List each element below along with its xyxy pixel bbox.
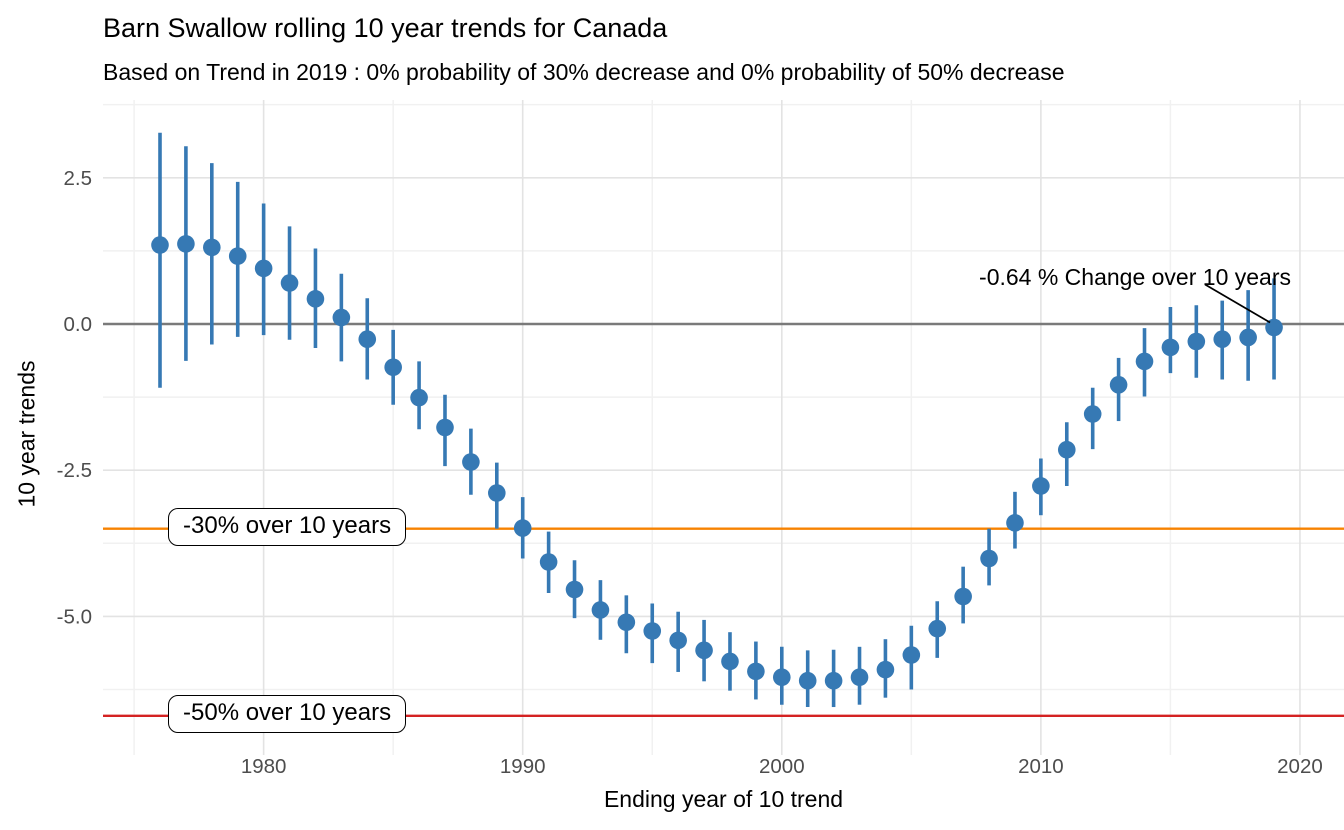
data-point-1991 [539,553,558,571]
ref-line-30-label: -30% over 10 years [168,507,407,546]
data-point-1981 [280,274,299,292]
x-tick-label-2020: 2020 [1277,755,1323,778]
data-point-1986 [410,388,428,407]
data-point-1985 [384,358,402,377]
data-point-2012 [1083,405,1102,423]
data-point-2002 [824,671,843,690]
data-point-1976 [151,236,169,254]
data-point-1979 [228,247,247,265]
data-point-1999 [747,662,765,681]
data-point-2016 [1187,332,1206,351]
data-point-1977 [177,235,195,253]
data-point-1998 [721,652,739,671]
data-point-2014 [1135,352,1154,371]
x-tick-label-1990: 1990 [500,755,546,778]
data-point-2011 [1057,440,1076,459]
y-tick-label-0.0: 0.0 [64,313,93,336]
data-point-2001 [798,671,817,690]
data-point-1980 [254,259,273,278]
annotation-leader-line [1204,283,1271,324]
data-point-2005 [902,646,921,664]
data-point-1978 [203,238,221,257]
data-point-1996 [669,631,687,650]
y-tick-label--2.5: -2.5 [57,459,92,482]
data-point-2006 [928,619,947,638]
y-tick-label-2.5: 2.5 [64,167,93,190]
data-point-2000 [772,668,791,687]
data-point-1994 [617,613,636,632]
x-axis-label: Ending year of 10 trend [603,786,844,812]
data-point-2017 [1213,330,1232,348]
data-point-1987 [436,418,454,437]
data-point-2013 [1109,376,1128,394]
data-point-2018 [1239,328,1257,347]
data-point-2007 [954,587,972,606]
data-point-2009 [1006,514,1024,532]
data-point-2008 [980,549,998,568]
data-point-2003 [850,668,869,687]
x-tick-label-2000: 2000 [759,755,805,778]
x-tick-label-2010: 2010 [1018,755,1064,778]
data-point-1990 [513,519,532,537]
data-point-2004 [876,660,895,679]
data-point-1992 [565,580,584,599]
data-point-1984 [358,330,377,348]
data-point-1983 [332,308,351,327]
data-point-1997 [695,641,713,660]
data-point-2010 [1032,477,1050,495]
ref-line-50-label: -50% over 10 years [168,694,407,733]
data-point-1989 [488,484,506,502]
x-tick-label-1980: 1980 [241,755,287,778]
data-point-1993 [591,601,610,619]
y-tick-label--5.0: -5.0 [57,605,92,628]
data-point-1988 [462,453,480,471]
data-point-1995 [643,622,662,640]
annotation-text: -0.64 % Change over 10 years [979,264,1291,290]
data-point-2015 [1161,338,1180,357]
chart-subtitle: Based on Trend in 2019 : 0% probability … [103,59,1065,85]
chart-title: Barn Swallow rolling 10 year trends for … [103,13,668,43]
data-point-1982 [306,290,325,308]
y-axis-label: 10 year trends [13,360,40,508]
